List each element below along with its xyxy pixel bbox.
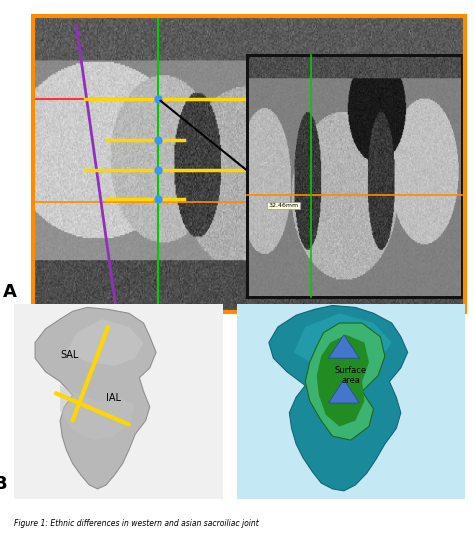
Text: Surface
area: Surface area (335, 366, 367, 385)
Text: 32.46mm: 32.46mm (268, 203, 299, 208)
Polygon shape (305, 323, 385, 440)
Text: Figure 1: Ethnic differences in western and asian sacroiliac joint: Figure 1: Ethnic differences in western … (14, 519, 259, 528)
Text: B: B (0, 475, 7, 493)
Text: SAL: SAL (60, 350, 79, 360)
Polygon shape (35, 307, 156, 489)
Polygon shape (60, 385, 135, 440)
Polygon shape (317, 335, 369, 427)
Bar (246, 55, 462, 297)
Text: A: A (3, 283, 17, 301)
Polygon shape (269, 306, 408, 491)
Polygon shape (328, 335, 359, 358)
Polygon shape (66, 319, 144, 366)
Polygon shape (294, 313, 392, 372)
Text: IAL: IAL (106, 393, 121, 403)
Polygon shape (328, 379, 359, 403)
Bar (246, 55, 462, 297)
